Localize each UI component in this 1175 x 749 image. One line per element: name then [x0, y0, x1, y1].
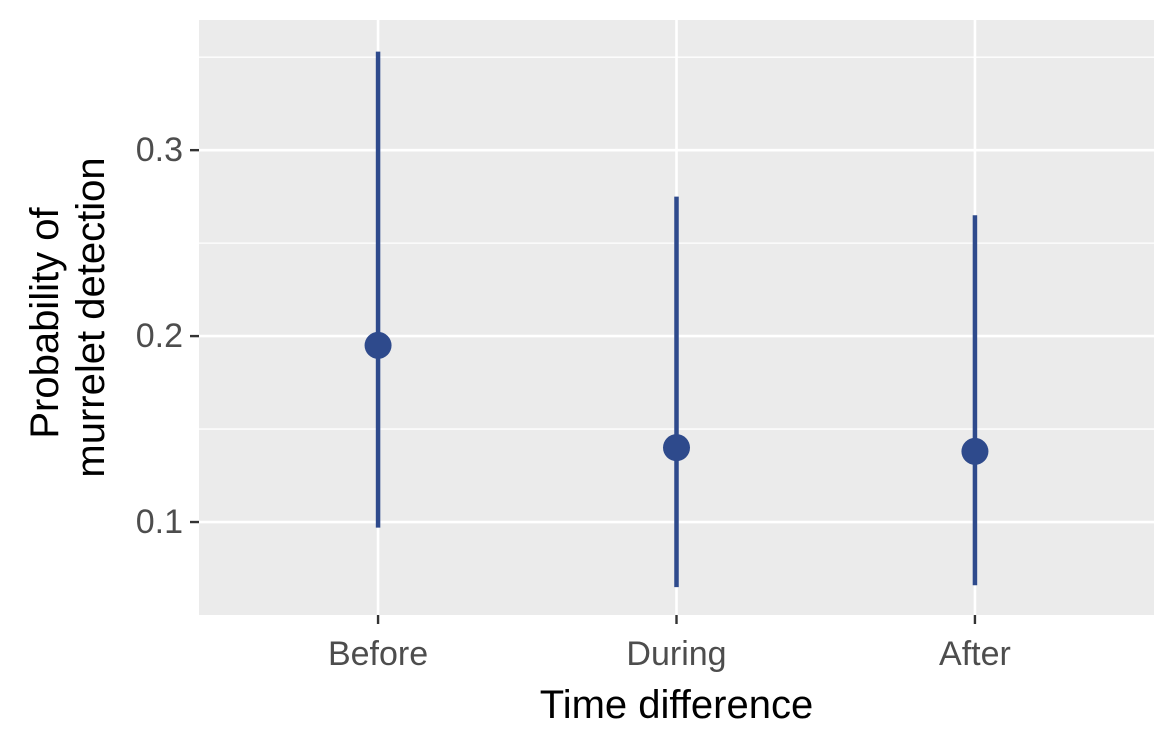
- y-axis-title-line-2: murrelet detection: [69, 157, 113, 477]
- y-tick-label: 0.2: [136, 317, 183, 355]
- estimate-point: [961, 437, 989, 465]
- x-tick-label: Before: [328, 635, 428, 673]
- x-tick-label: After: [939, 635, 1011, 673]
- estimate-points: [364, 331, 989, 465]
- estimate-point: [663, 434, 690, 462]
- x-axis: Before During After: [328, 615, 1011, 673]
- interval-lines: [375, 51, 978, 588]
- y-tick-label: 0.3: [136, 131, 183, 169]
- x-tick-label: During: [626, 635, 726, 673]
- y-axis: 0.1 0.2 0.3: [136, 131, 199, 541]
- x-axis-title: Time difference: [540, 683, 813, 727]
- y-axis-title: Probability of murrelet detection: [23, 157, 113, 477]
- y-tick-label: 0.1: [136, 503, 183, 541]
- estimate-point: [364, 331, 392, 359]
- y-axis-title-line-1: Probability of: [23, 207, 67, 439]
